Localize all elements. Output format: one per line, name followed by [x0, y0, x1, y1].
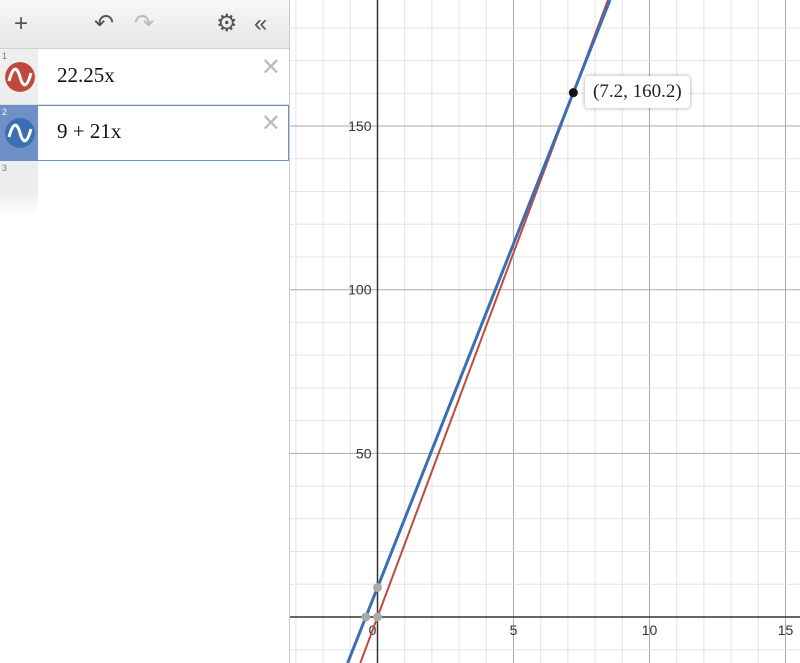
undo-icon[interactable]: ↶	[94, 10, 115, 37]
delete-icon[interactable]: ✕	[260, 110, 281, 137]
intercept-point	[361, 612, 371, 622]
collapse-icon[interactable]: «	[254, 10, 268, 37]
x-tick-label: 10	[642, 622, 658, 638]
expression-panel: + ↶ ↷ ⚙ « 1 22.25x ✕ 2 9 + 21x ✕ 3	[0, 0, 290, 663]
add-icon[interactable]: +	[14, 10, 29, 37]
intercept-point	[373, 583, 382, 593]
row-number: 3	[2, 163, 8, 173]
x-tick-label: 5	[510, 622, 518, 638]
expression-row-1[interactable]: 1 22.25x ✕	[0, 49, 289, 105]
wave-icon-red[interactable]	[5, 62, 35, 92]
y-tick-label: 50	[356, 445, 372, 461]
expression-row-3[interactable]: 3	[0, 161, 289, 216]
gear-icon[interactable]: ⚙	[216, 10, 238, 37]
expression-input[interactable]: 22.25x	[57, 63, 115, 87]
expression-input[interactable]: 9 + 21x	[57, 119, 122, 143]
y-tick-label: 150	[348, 118, 372, 134]
row-number: 2	[2, 107, 8, 117]
intercept-point	[373, 612, 382, 622]
delete-icon[interactable]: ✕	[260, 54, 281, 81]
series-line-2	[346, 0, 612, 663]
row-number: 1	[2, 51, 8, 61]
point-label: (7.2, 160.2)	[585, 76, 690, 108]
toolbar: + ↶ ↷ ⚙ «	[0, 0, 289, 49]
expression-row-2[interactable]: 2 9 + 21x ✕	[0, 105, 289, 161]
selected-point	[568, 88, 578, 98]
y-tick-label: 100	[348, 282, 372, 298]
wave-icon-blue[interactable]	[5, 118, 35, 148]
redo-icon[interactable]: ↷	[134, 10, 155, 37]
x-tick-label: 15	[778, 622, 794, 638]
